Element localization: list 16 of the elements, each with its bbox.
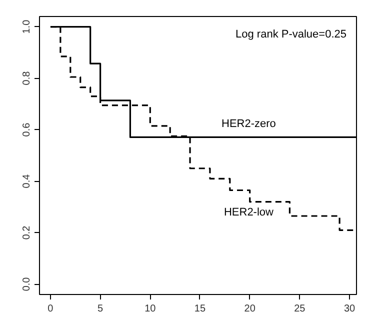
x-tick-label: 10	[144, 304, 156, 314]
y-tick-label: 0.4	[22, 174, 32, 188]
x-tick-label: 0	[48, 304, 54, 314]
series-label: HER2-low	[224, 206, 274, 218]
y-tick-label: 0.2	[22, 225, 32, 240]
y-tick-label: 0.0	[22, 276, 32, 292]
x-tick-label: 20	[244, 304, 256, 314]
x-tick-label: 30	[344, 304, 356, 314]
x-tick-label: 15	[194, 304, 206, 314]
annotation: Log rank P-value=0.25	[236, 28, 347, 40]
y-tick-label: 1.0	[22, 19, 32, 34]
series-label: HER2-zero	[222, 118, 276, 130]
x-tick-label: 5	[98, 304, 104, 314]
y-tick-label: 0.8	[22, 70, 32, 86]
y-tick-label: 0.6	[22, 122, 32, 137]
x-tick-label: 25	[294, 304, 306, 314]
